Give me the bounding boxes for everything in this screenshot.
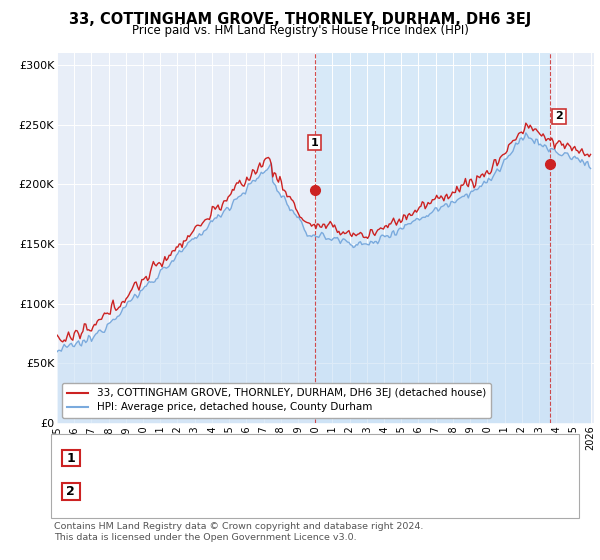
Bar bbox=[314, 53, 550, 423]
Legend: 33, COTTINGHAM GROVE, THORNLEY, DURHAM, DH6 3EJ (detached house), HPI: Average p: 33, COTTINGHAM GROVE, THORNLEY, DURHAM, … bbox=[62, 383, 491, 418]
Text: 33, COTTINGHAM GROVE, THORNLEY, DURHAM, DH6 3EJ: 33, COTTINGHAM GROVE, THORNLEY, DURHAM, … bbox=[69, 12, 531, 27]
Text: Contains HM Land Registry data © Crown copyright and database right 2024.
This d: Contains HM Land Registry data © Crown c… bbox=[54, 522, 424, 542]
Text: 29-AUG-2023: 29-AUG-2023 bbox=[94, 485, 173, 498]
Text: 2: 2 bbox=[67, 485, 75, 498]
Text: £194,950: £194,950 bbox=[267, 451, 323, 465]
Text: Price paid vs. HM Land Registry's House Price Index (HPI): Price paid vs. HM Land Registry's House … bbox=[131, 24, 469, 36]
Text: £217,000: £217,000 bbox=[267, 485, 323, 498]
Text: 1: 1 bbox=[311, 138, 319, 148]
Text: 12% ↑ HPI: 12% ↑ HPI bbox=[405, 451, 467, 465]
Text: 4% ↑ HPI: 4% ↑ HPI bbox=[405, 485, 460, 498]
Text: 22-DEC-2009: 22-DEC-2009 bbox=[94, 451, 172, 465]
Text: 1: 1 bbox=[67, 451, 75, 465]
Text: 2: 2 bbox=[555, 111, 563, 122]
